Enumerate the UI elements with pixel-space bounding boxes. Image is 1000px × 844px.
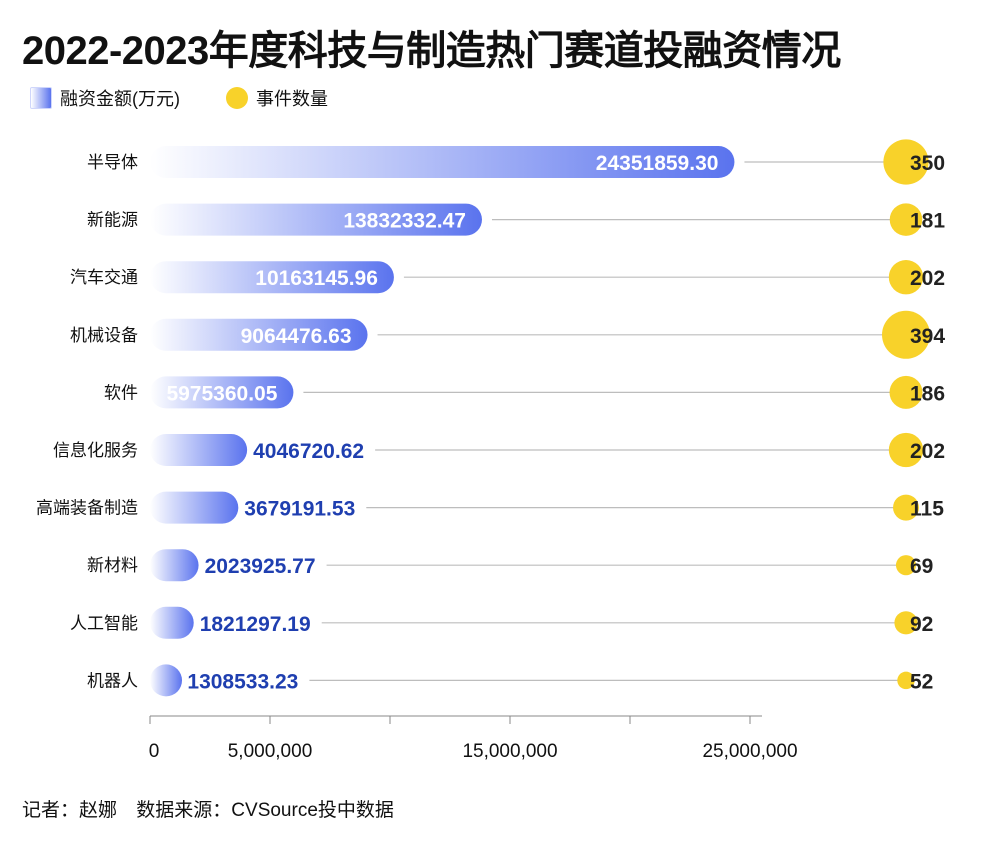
count-bubble xyxy=(889,375,923,409)
amount-bar xyxy=(150,606,194,639)
amount-bar xyxy=(150,434,248,466)
amount-data-label: 13832332.47 xyxy=(343,210,466,233)
category-label: 高端装备制造 xyxy=(36,499,138,518)
count-data-label: 69 xyxy=(910,555,933,578)
legend-item-count: 事件数量 xyxy=(226,85,328,111)
amount-data-label: 4046720.62 xyxy=(253,440,364,463)
amount-bar xyxy=(150,146,735,178)
amount-bar xyxy=(150,261,394,294)
amount-data-label: 24351859.30 xyxy=(596,152,719,175)
legend-label-count: 事件数量 xyxy=(256,89,328,109)
category-label: 机械设备 xyxy=(70,326,138,345)
legend-item-amount: 融资金额(万元) xyxy=(30,85,180,111)
count-data-label: 202 xyxy=(910,440,945,463)
amount-data-label: 5975360.05 xyxy=(166,382,277,405)
count-data-label: 181 xyxy=(910,210,945,233)
category-label: 机器人 xyxy=(87,671,138,690)
x-tick-label: 5,000,000 xyxy=(228,741,313,762)
chart-title: 2022-2023年度科技与制造热门赛道投融资情况 xyxy=(22,29,841,73)
x-tick-label: 25,000,000 xyxy=(702,741,797,762)
count-data-label: 92 xyxy=(910,613,933,636)
count-bubble xyxy=(882,310,930,359)
amount-bar xyxy=(150,318,368,351)
amount-data-label: 3679191.53 xyxy=(244,498,355,521)
chart-legend: 融资金额(万元) 事件数量 xyxy=(30,86,374,110)
category-label: 人工智能 xyxy=(70,614,138,633)
amount-bar xyxy=(150,376,294,409)
count-data-label: 52 xyxy=(910,670,933,693)
category-label: 新能源 xyxy=(87,211,138,230)
count-data-label: 394 xyxy=(910,325,945,348)
count-bubble xyxy=(894,611,918,635)
reporter-credit: 记者：赵娜 xyxy=(22,800,118,821)
data-source: 数据来源：CVSource投中数据 xyxy=(136,800,394,821)
count-bubble xyxy=(888,260,924,295)
count-bubble xyxy=(893,494,919,521)
count-bubble xyxy=(888,432,924,468)
amount-data-label: 2023925.77 xyxy=(205,555,316,578)
category-label: 半导体 xyxy=(87,153,138,172)
amount-bar xyxy=(150,491,239,524)
count-data-label: 186 xyxy=(910,382,945,405)
count-data-label: 202 xyxy=(910,267,945,290)
legend-swatch-dot xyxy=(226,87,248,109)
x-tick-label: 0 xyxy=(149,741,160,762)
count-data-label: 115 xyxy=(910,498,944,521)
amount-data-label: 9064476.63 xyxy=(241,325,352,348)
count-bubble xyxy=(897,671,915,690)
count-bubble xyxy=(895,555,917,576)
amount-data-label: 1821297.19 xyxy=(200,613,311,636)
chart-footer: 记者：赵娜 数据来源：CVSource投中数据 xyxy=(22,795,408,822)
amount-data-label: 10163145.96 xyxy=(255,267,378,290)
amount-bar xyxy=(150,203,482,236)
legend-label-amount: 融资金额(万元) xyxy=(60,89,180,109)
count-data-label: 350 xyxy=(910,152,945,175)
legend-swatch-bar xyxy=(30,87,52,109)
count-bubble xyxy=(883,139,929,185)
amount-bar xyxy=(150,549,199,582)
category-label: 新材料 xyxy=(87,556,138,575)
count-bubble xyxy=(889,203,923,236)
category-label: 汽车交通 xyxy=(70,268,138,287)
amount-data-label: 1308533.23 xyxy=(187,670,298,693)
category-label: 信息化服务 xyxy=(53,441,138,460)
x-tick-label: 15,000,000 xyxy=(462,741,557,762)
category-label: 软件 xyxy=(104,383,138,402)
amount-bar xyxy=(150,664,182,697)
